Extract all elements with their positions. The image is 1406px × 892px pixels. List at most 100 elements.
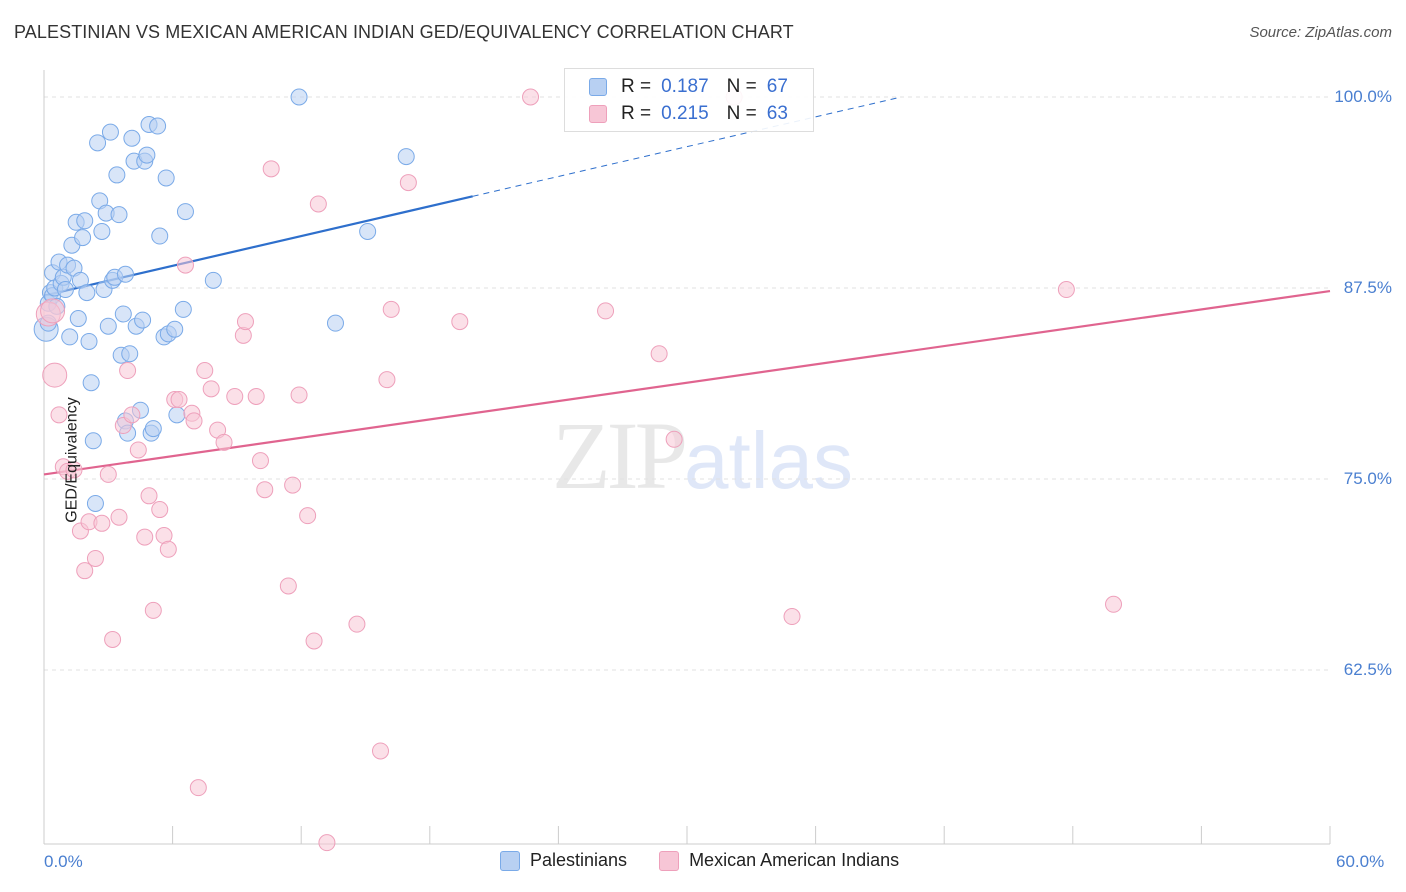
point-1-12 [104,630,122,648]
point-1-9 [86,549,104,567]
point-1-19 [140,487,158,505]
watermark: ZIPatlas [552,400,853,511]
point-1-29 [189,779,207,797]
point-1-37 [247,387,265,405]
y-tick-75: 75.0% [1343,469,1392,488]
point-1-46 [309,195,327,213]
point-0-31 [101,123,119,141]
point-1-48 [348,615,366,633]
point-0-56 [166,320,184,338]
point-0-24 [86,494,104,512]
point-0-54 [157,169,175,187]
point-0-52 [151,227,169,245]
x-tick-left: 0.0% [44,852,83,871]
point-1-61 [1105,595,1123,613]
y-axis-label: GED/Equivalency [63,397,81,523]
legend-row-palestinians: R = 0.187 N = 67 [589,75,806,99]
legend-n-label: N = [726,76,757,97]
point-0-58 [174,300,192,318]
point-1-60 [1057,281,1075,299]
point-0-51 [149,117,167,135]
point-1-39 [256,481,274,499]
legend-row-mexican-american-indians: R = 0.215 N = 63 [589,102,806,126]
point-0-45 [134,311,152,329]
point-0-66 [116,265,134,283]
watermark-atlas: atlas [684,416,853,505]
point-1-52 [399,174,417,192]
point-1-40 [262,160,280,178]
point-0-12 [61,328,79,346]
point-1-57 [665,430,683,448]
point-1-28 [185,412,203,430]
legend-swatch-blue [589,78,607,96]
point-1-30 [196,362,214,380]
y-tick-62-5: 62.5% [1343,660,1392,679]
point-0-30 [99,317,117,335]
point-0-23 [84,432,102,450]
point-1-45 [305,632,323,650]
point-1-7 [76,562,94,580]
legend-swatch-pink [659,850,680,871]
y-tick-87-5: 87.5% [1343,278,1392,297]
point-1-33 [215,433,233,451]
legend-label-mexican-american-indians: Mexican American Indians [689,850,900,870]
point-1-16 [123,406,141,424]
legend-r-label: R = [621,103,652,124]
legend-item-palestinians[interactable]: Palestinians [500,850,627,871]
point-1-23 [159,540,177,558]
point-0-61 [290,88,308,106]
point-1-21 [151,501,169,519]
point-0-62 [326,314,344,332]
point-1-10 [93,514,111,532]
point-1-31 [202,380,220,398]
x-tick-right: 60.0% [1336,852,1385,871]
point-1-62 [40,298,66,324]
trend-extension-0 [472,96,902,197]
point-0-37 [114,305,132,323]
point-1-34 [226,387,244,405]
chart-title: PALESTINIAN VS MEXICAN AMERICAN INDIAN G… [14,22,794,42]
legend-item-mexican-american-indians[interactable]: Mexican American Indians [659,850,899,871]
point-1-2 [50,406,68,424]
point-0-63 [359,222,377,240]
point-1-54 [522,88,540,106]
point-1-43 [290,386,308,404]
data-points [33,88,1123,852]
point-0-19 [76,212,94,230]
point-0-57 [168,406,186,424]
point-0-64 [397,148,415,166]
legend-r-value: 0.215 [661,103,709,124]
point-1-56 [650,345,668,363]
y-tick-100: 100.0% [1334,87,1392,106]
point-0-34 [108,166,126,184]
point-0-21 [80,332,98,350]
point-1-1 [42,362,68,388]
point-0-20 [78,284,96,302]
point-1-26 [176,256,194,274]
point-1-49 [372,742,390,760]
source-label: Source: ZipAtlas.com [1249,24,1392,41]
point-1-38 [251,452,269,470]
point-0-10 [56,281,74,299]
point-1-42 [284,476,302,494]
point-1-51 [382,300,400,318]
point-0-60 [204,271,222,289]
legend-swatch-pink [589,105,607,123]
point-1-41 [279,577,297,595]
point-0-59 [176,203,194,221]
trend-lines [43,96,1331,476]
point-1-44 [299,507,317,525]
axes [43,70,1331,845]
point-0-40 [121,345,139,363]
legend-n-value: 63 [766,103,788,124]
legend-label-palestinians: Palestinians [530,850,628,870]
watermark-zip: ZIP [552,402,688,509]
point-0-25 [89,134,107,152]
legend-r-label: R = [621,76,652,97]
point-0-35 [110,206,128,224]
legend-n-label: N = [726,103,757,124]
point-1-15 [119,362,137,380]
point-1-55 [597,302,615,320]
point-0-47 [138,146,156,164]
point-1-13 [110,508,128,526]
